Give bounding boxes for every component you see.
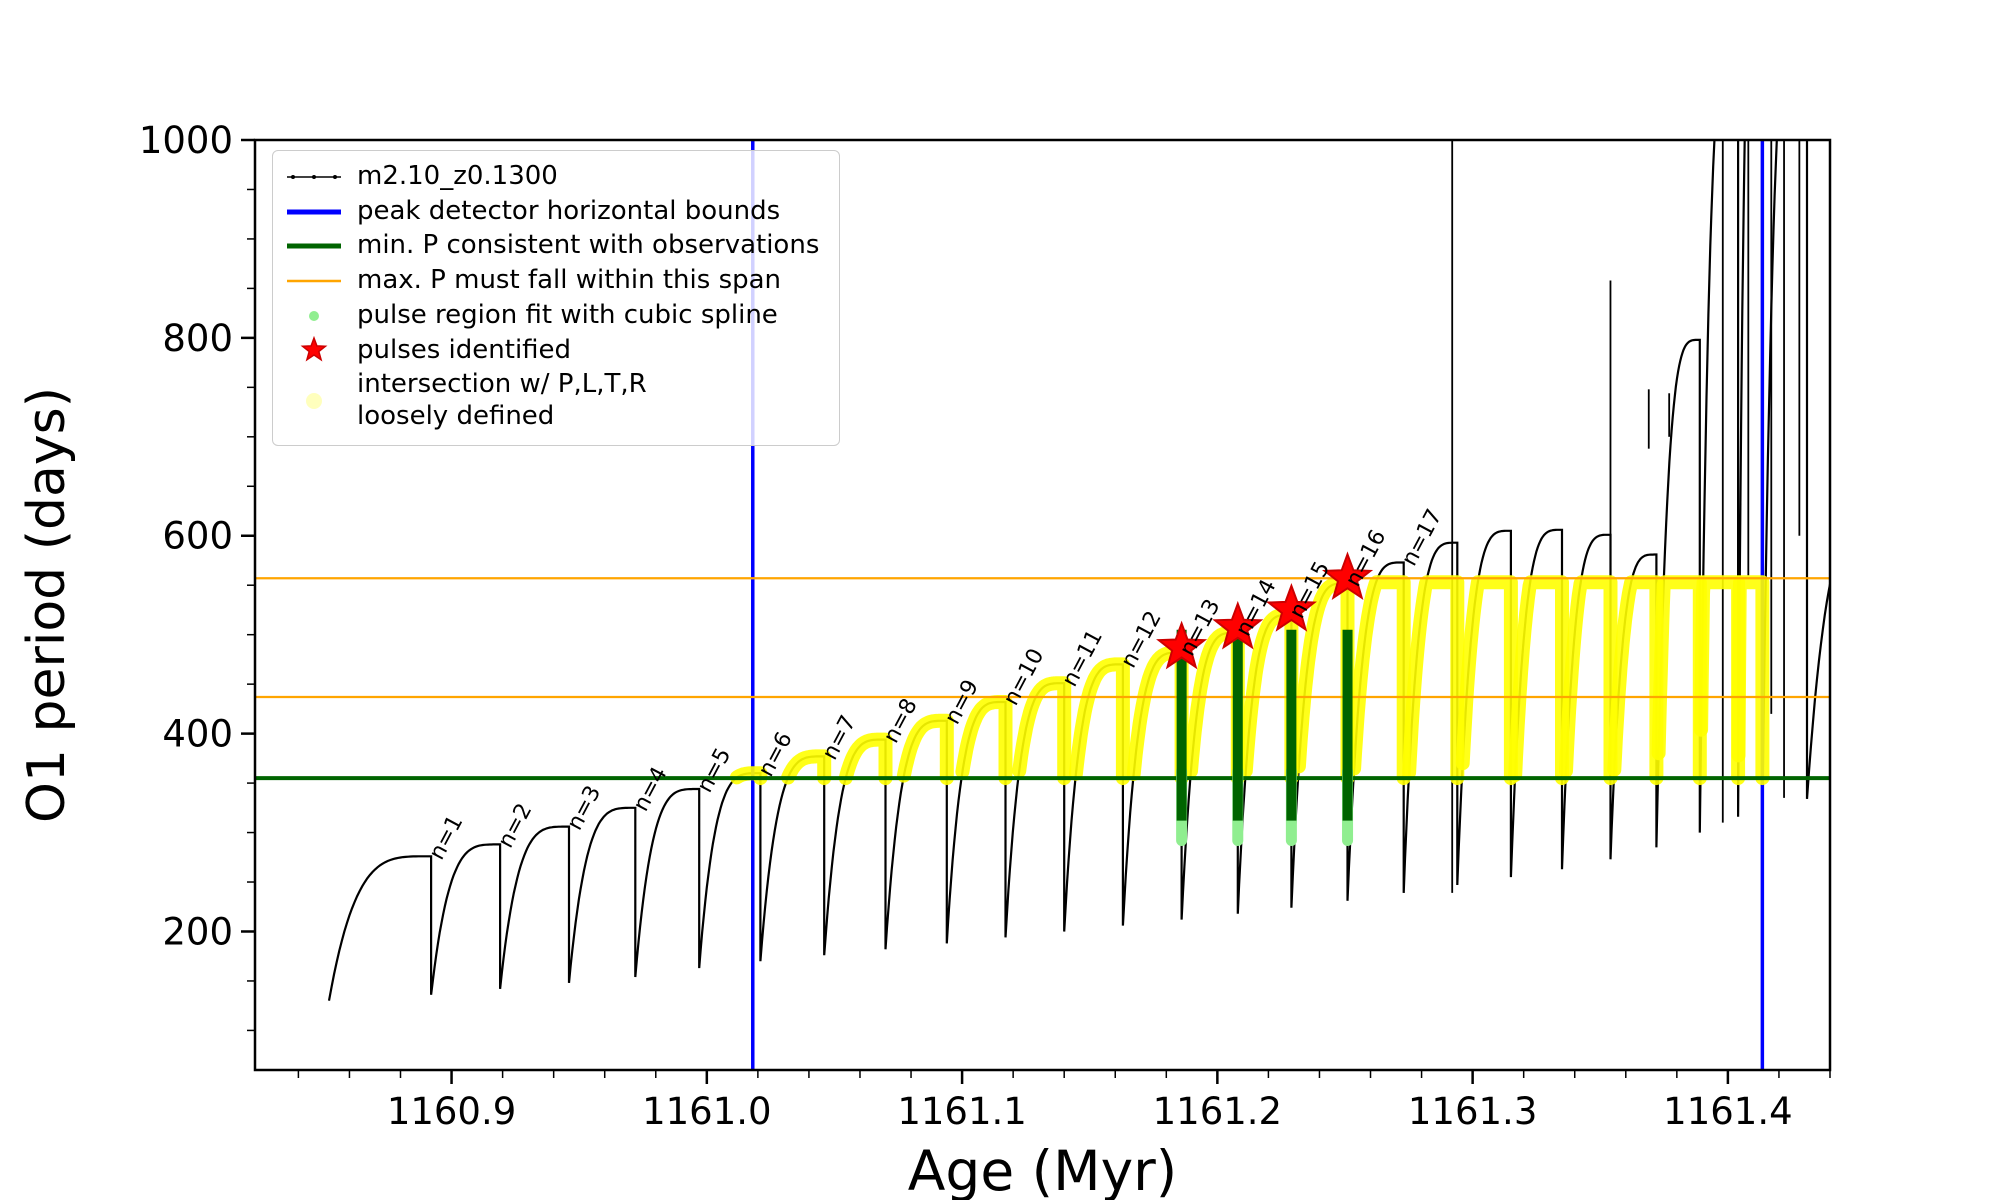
- legend-label-spline: pulse region fit with cubic spline: [357, 299, 778, 330]
- legend-label-max-period: max. P must fall within this span: [357, 265, 782, 296]
- pulse-number-label: n=17: [1397, 505, 1447, 570]
- series-dot-icon: [291, 174, 295, 179]
- pulse-number-label: n=4: [629, 763, 673, 816]
- yellow-intersection-band: [1559, 575, 1618, 786]
- y-tick-label: 1000: [139, 119, 233, 162]
- x-tick-label: 1160.9: [387, 1090, 516, 1133]
- yellow-intersection-band: [1455, 575, 1518, 786]
- y-tick-label: 800: [162, 317, 233, 360]
- legend-item-intersection: intersection w/ P,L,T,R loosely defined: [285, 369, 819, 432]
- legend-item-max-period: max. P must fall within this span: [285, 265, 819, 297]
- legend-label-bounds: peak detector horizontal bounds: [357, 195, 781, 226]
- pulse-star-marker: [1212, 600, 1264, 650]
- yellow-intersection-band: [1126, 645, 1189, 786]
- star-icon: [285, 336, 343, 364]
- legend: m2.10_z0.1300 peak detector horizontal b…: [272, 150, 841, 446]
- legend-label-min-period: min. P consistent with observations: [357, 230, 820, 261]
- yellow-intersection-band: [1651, 575, 1707, 786]
- yellow-intersection-band: [838, 732, 893, 786]
- star-swatch: [300, 336, 328, 362]
- yellow-intersection-band: [1508, 575, 1569, 786]
- yellow-intersection-band: [781, 749, 832, 786]
- green-line-icon: [285, 235, 343, 257]
- yellow-intersection-band: [1402, 575, 1465, 786]
- legend-label-pulses: pulses identified: [357, 334, 572, 365]
- pale-yellow-dot-icon: [285, 386, 343, 416]
- pulse-number-label: n=1: [425, 811, 469, 864]
- legend-item-series: m2.10_z0.1300: [285, 161, 819, 193]
- orange-line-icon: [285, 270, 343, 292]
- series-dot-icon: [312, 174, 316, 179]
- pulse-number-label: n=5: [693, 744, 737, 797]
- pulse-star-marker: [1156, 620, 1208, 670]
- x-tick-label: 1161.3: [1408, 1090, 1537, 1133]
- x-tick-label: 1161.4: [1663, 1090, 1792, 1133]
- yellow-intersection-band: [896, 713, 954, 786]
- legend-label-intersection: intersection w/ P,L,T,R loosely defined: [357, 369, 647, 432]
- x-tick-label: 1161.2: [1153, 1090, 1282, 1133]
- yellow-intersection-band: [1607, 575, 1664, 786]
- legend-item-spline: pulse region fit with cubic spline: [285, 300, 819, 332]
- x-tick-label: 1161.1: [897, 1090, 1026, 1133]
- pulse-number-label: n=3: [562, 782, 606, 835]
- legend-item-min-period: min. P consistent with observations: [285, 230, 819, 262]
- legend-item-pulses: pulses identified: [285, 335, 819, 367]
- spline-dot-swatch: [309, 310, 319, 321]
- axes-frame: [253, 138, 1832, 1072]
- x-tick-label: 1161.0: [642, 1090, 771, 1133]
- y-tick-label: 400: [162, 713, 233, 756]
- legend-item-bounds: peak detector horizontal bounds: [285, 196, 819, 228]
- yellow-intersection-band: [955, 695, 1013, 786]
- spline-dot-icon: [285, 305, 343, 327]
- intersection-dot-swatch: [306, 393, 322, 410]
- pulse-star-marker: [1321, 551, 1374, 601]
- series-dot-icon: [333, 174, 337, 179]
- yellow-intersection-band: [1012, 676, 1072, 786]
- yellow-intersection-band: [1694, 575, 1746, 786]
- series-line-icon: [285, 166, 343, 188]
- yellow-intersection-band: [1347, 575, 1411, 786]
- yellow-intersection-band: [729, 766, 768, 786]
- pulse-number-label: n=2: [493, 800, 537, 853]
- y-tick-label: 200: [162, 910, 233, 953]
- y-tick-label: 600: [162, 515, 233, 558]
- pulse-star-marker: [1265, 583, 1317, 632]
- yellow-intersection-band: [1731, 575, 1770, 786]
- legend-label-series: m2.10_z0.1300: [357, 161, 558, 191]
- yellow-intersection-band: [1068, 657, 1130, 786]
- blue-line-icon: [285, 201, 343, 223]
- y-axis-label: O1 period (days): [17, 387, 77, 823]
- x-axis-label: Age (Myr): [908, 1139, 1177, 1200]
